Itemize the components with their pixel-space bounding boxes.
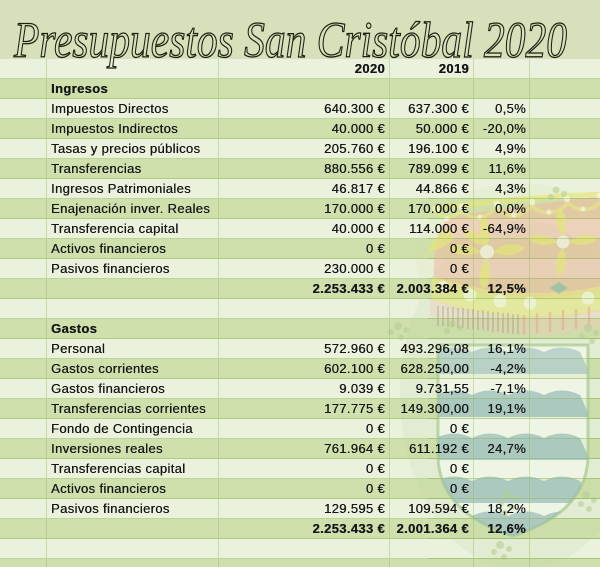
svg-text:Presupuestos San Cristóbal 202: Presupuestos San Cristóbal 2020 — [13, 13, 567, 69]
